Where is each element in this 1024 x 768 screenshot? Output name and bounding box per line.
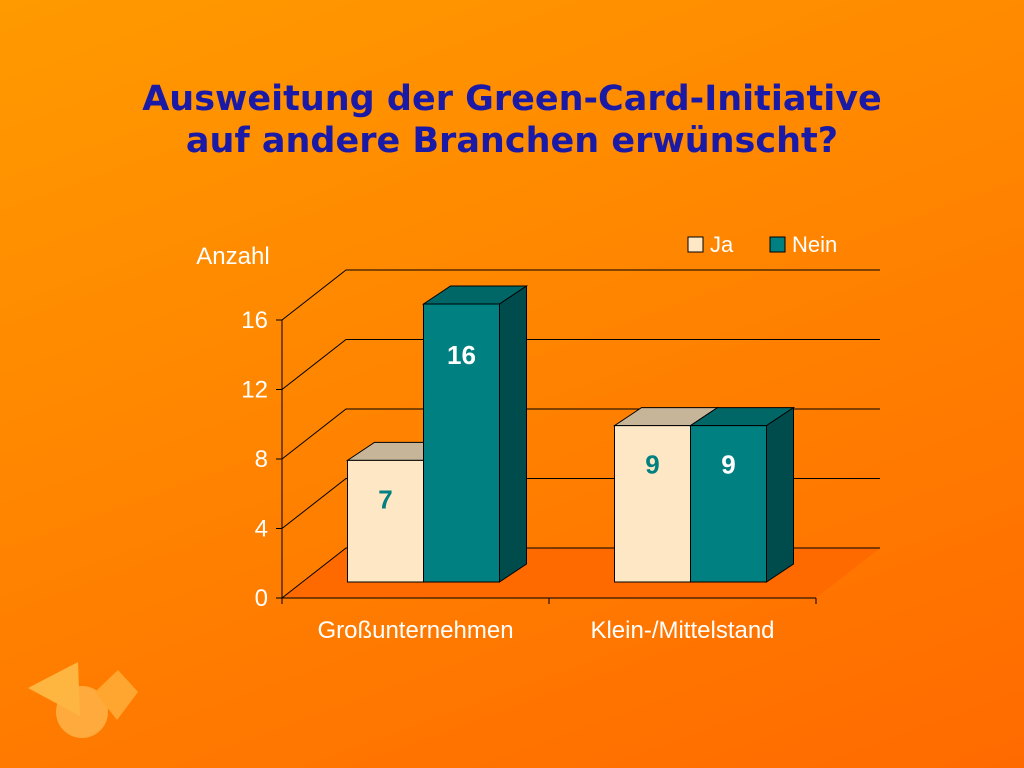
data-label: 7 (378, 484, 392, 514)
title-line-1: Ausweitung der Green-Card-Initiative (142, 79, 882, 119)
logo-triangle-shape (28, 662, 80, 716)
y-tick-label: 4 (255, 516, 268, 543)
bar-nein (688, 406, 796, 583)
legend-label-nein: Nein (792, 232, 837, 257)
logo-diamond-shape (95, 670, 138, 720)
slide-title: Ausweitung der Green-Card-Initiative auf… (0, 78, 1024, 162)
bar-front-face (690, 425, 767, 583)
data-label: 16 (447, 340, 476, 370)
gridline (281, 269, 880, 321)
chart-legend: Ja Nein (687, 232, 837, 257)
bar-nein (421, 285, 529, 583)
y-tick-label: 12 (241, 377, 268, 404)
bar-front-face (423, 303, 500, 583)
x-category-label: Großunternehmen (317, 617, 513, 644)
y-tick-label: 0 (255, 585, 268, 612)
y-tick-label: 16 (241, 307, 268, 334)
bar-front-face (614, 425, 691, 583)
y-axis-label: Anzahl (196, 243, 269, 270)
data-label: 9 (721, 450, 735, 480)
chart-axes: 0 4 8 12 16 Großunternehmen Klein-/Mittelstand (241, 307, 817, 644)
chart-data-labels: 7 16 9 9 (378, 340, 735, 514)
legend-swatch-ja (687, 236, 704, 253)
chart-bars (345, 285, 796, 583)
gridline (281, 339, 880, 390)
data-label: 9 (645, 450, 659, 480)
legend-swatch-nein (769, 236, 786, 253)
y-tick-label: 8 (255, 446, 268, 473)
x-category-label: Klein-/Mittelstand (590, 617, 774, 644)
legend-label-ja: Ja (710, 232, 734, 257)
bar-front-face (347, 459, 424, 583)
title-line-2: auf andere Branchen erwünscht? (185, 121, 839, 161)
